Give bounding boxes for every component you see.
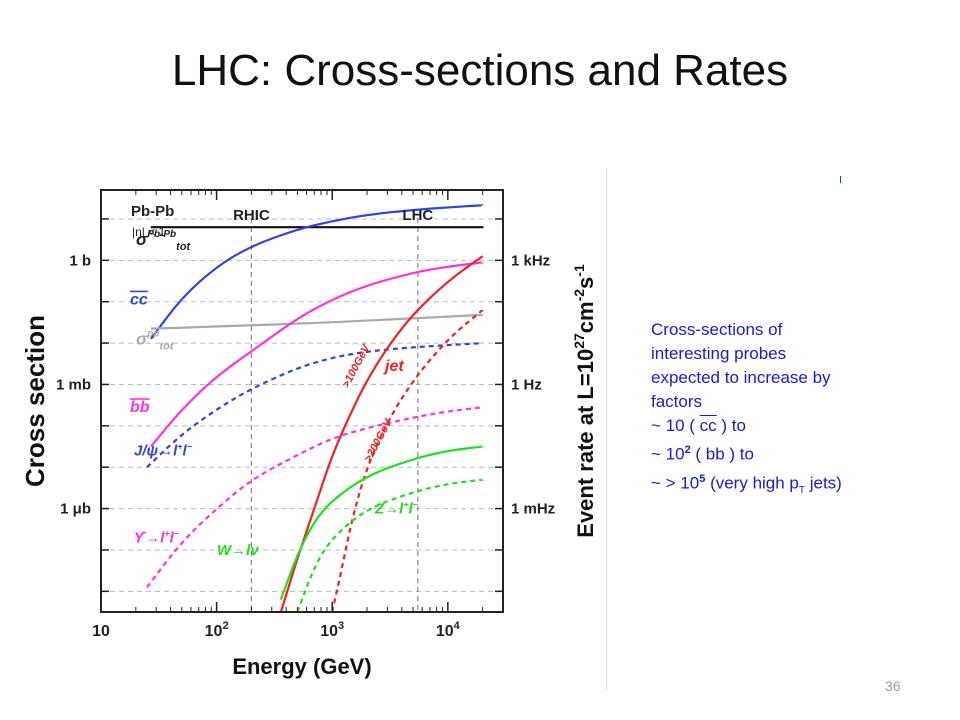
label-w: W→lν (217, 542, 259, 559)
y2-tick-label: 1 Hz (511, 376, 542, 393)
notes-factor-bb: ~ 102 ( bb ) to (651, 444, 754, 464)
eta-cut-label: |η| < 1 (132, 225, 166, 239)
y2-axis-label-unit-exp: -2 (571, 289, 587, 302)
label-jet: jet (383, 358, 404, 375)
x-axis-label: Energy (GeV) (232, 654, 371, 679)
series-line (150, 261, 484, 448)
x-tick-label: 102 (205, 620, 229, 640)
slide-title: LHC: Cross-sections and Rates (171, 46, 789, 95)
series-line (296, 478, 484, 613)
stray-mark (840, 176, 841, 183)
label-bb: bb (130, 399, 150, 416)
series-line (331, 308, 484, 613)
label-upsilon: ϒ→l+l− (134, 529, 180, 547)
y-tick-label: 1 mb (56, 376, 91, 393)
region-label: RHIC (233, 207, 270, 224)
notes-text: Cross-sections of interesting probes exp… (651, 318, 951, 503)
notes-line-4: factors (651, 392, 703, 411)
series-line (150, 313, 483, 330)
y2-axis-label-unit: cm (573, 301, 598, 333)
label-z: Z→l+l− (374, 500, 419, 518)
label-sigma-pp: σpptot (136, 329, 175, 353)
page-number: 36 (885, 678, 901, 694)
y2-axis-label-exp: 27 (571, 333, 587, 349)
figure-divider (606, 168, 607, 690)
y-tick-label: 1 μb (60, 501, 91, 518)
y-tick-label: 1 b (69, 252, 91, 269)
y2-axis-label-s: s (573, 277, 598, 289)
y-axis-label: Cross section (20, 315, 50, 487)
notes-factor-jets: ~ > 105 (very high pT jets) (651, 472, 842, 496)
label-cc: cc (130, 292, 148, 309)
series-line (150, 204, 484, 340)
notes-line-1: Cross-sections of (651, 320, 783, 339)
chart-grid (101, 218, 503, 612)
y2-axis-label-main: Event rate at L=10 (573, 349, 598, 538)
series-labels: σPb-Pbtot σpptot cc bb J/ψ→l+l− ϒ→l+l− W→lν Z→l… (130, 229, 419, 559)
region-label: LHC (402, 207, 433, 224)
y2-tick-label: 1 kHz (511, 252, 550, 269)
region-labels: RHIC LHC (233, 207, 433, 224)
cc-quark: cc (699, 416, 717, 435)
series-line (279, 445, 484, 600)
x-tick-label: 104 (436, 620, 461, 640)
label-jet-200: >200GeV (362, 416, 395, 464)
y2-tick-label: 1 mHz (511, 501, 555, 518)
x-tick-label: 10 (92, 623, 110, 640)
series-line (146, 342, 483, 468)
notes-factor-cc: ~ 10 ( cc ) to (651, 416, 746, 435)
series-line (146, 406, 484, 588)
label-sigma-pbpb: σPb-Pbtot (136, 229, 192, 253)
notes-line-3: expected to increase by (651, 368, 831, 387)
plot-frame (100, 189, 504, 613)
notes-line-2: interesting probes (651, 344, 787, 363)
system-label: Pb-Pb (131, 203, 174, 220)
y2-axis-label: Event rate at L=1027cm-2s-1 (571, 264, 598, 538)
x-tick-label: 103 (320, 620, 344, 640)
label-jpsi: J/ψ→l+l− (134, 442, 193, 460)
chart-figure: 10 102 103 104 1 b 1 mb 1 μb 1 kHz 1 Hz 1 mHz Ene… (10, 168, 608, 690)
label-jet-100: >100GeV (340, 341, 373, 389)
cross-section-chart: 10 102 103 104 1 b 1 mb 1 μb 1 kHz 1 Hz 1 mHz Ene… (20, 189, 598, 679)
y2-axis-label-s-exp: -1 (571, 264, 587, 277)
chart-series (146, 204, 484, 613)
chart-ticks: 10 102 103 104 1 b 1 mb 1 μb 1 kHz 1 Hz 1 mHz (56, 190, 555, 640)
